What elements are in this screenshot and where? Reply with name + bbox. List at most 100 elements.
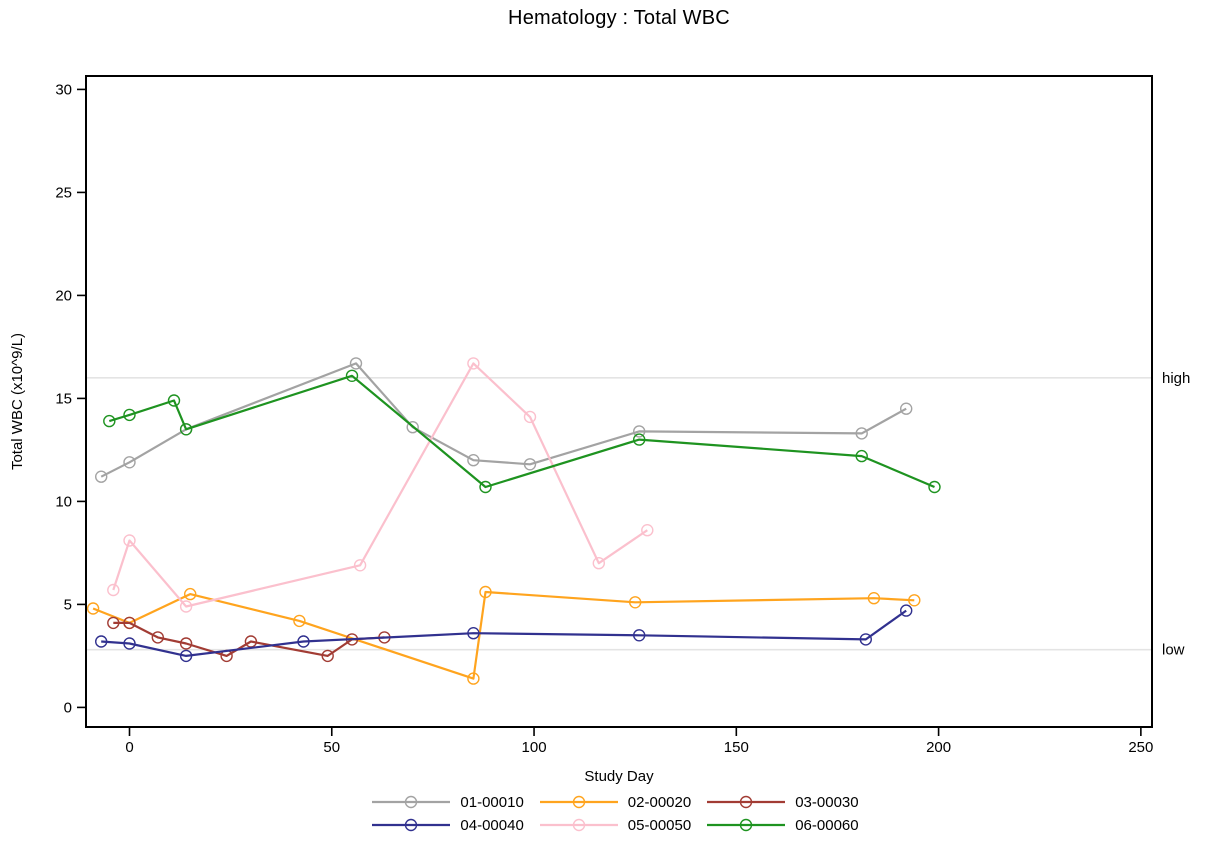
legend-swatch xyxy=(707,818,786,832)
reference-label-high: high xyxy=(1162,370,1190,387)
data-point-03-00030 xyxy=(107,616,120,630)
legend-marker-icon xyxy=(740,818,753,832)
data-point-06-00060 xyxy=(345,369,359,382)
y-tick-label: 25 xyxy=(55,184,72,201)
legend-item-02-00020: 02-00020 xyxy=(539,791,692,813)
series-line-05-00050 xyxy=(112,362,648,608)
legend-swatch xyxy=(539,818,618,832)
data-point-03-00030 xyxy=(151,631,165,644)
data-point-04-00040 xyxy=(467,627,480,640)
data-point-05-00050 xyxy=(353,559,367,572)
y-tick-label: 15 xyxy=(55,390,72,407)
x-tick-label: 50 xyxy=(323,739,340,756)
series-line-01-00010 xyxy=(100,362,907,478)
x-tick-label: 100 xyxy=(522,739,547,756)
legend-item-01-00010: 01-00010 xyxy=(372,791,524,813)
legend-marker-icon xyxy=(740,795,753,809)
reference-label-low: low xyxy=(1162,642,1185,659)
data-point-06-00060 xyxy=(928,480,941,494)
data-point-05-00050 xyxy=(592,557,605,570)
data-point-05-00050 xyxy=(123,534,136,547)
legend-marker-icon xyxy=(572,818,585,832)
x-tick-label: 200 xyxy=(926,739,951,756)
data-point-04-00040 xyxy=(297,635,310,648)
x-axis-title: Study Day xyxy=(584,768,654,785)
data-point-04-00040 xyxy=(900,604,913,617)
legend-swatch xyxy=(372,795,451,809)
legend-label: 06-00060 xyxy=(795,816,859,834)
data-point-01-00010 xyxy=(94,470,108,483)
data-point-05-00050 xyxy=(107,583,120,597)
x-tick-label: 150 xyxy=(724,739,749,756)
legend-label: 02-00020 xyxy=(627,793,692,811)
legend-label: 01-00010 xyxy=(460,793,524,811)
data-point-05-00050 xyxy=(641,524,654,537)
series-line-02-00020 xyxy=(92,590,915,680)
y-tick-label: 0 xyxy=(64,699,72,716)
data-point-02-00020 xyxy=(183,587,197,601)
data-point-02-00020 xyxy=(86,602,100,615)
legend-marker-icon xyxy=(405,795,418,809)
series-line-03-00030 xyxy=(113,621,385,658)
plot-frame xyxy=(85,75,1153,728)
x-tick-label: 0 xyxy=(125,739,133,756)
legend-item-03-00030: 03-00030 xyxy=(707,791,859,813)
y-tick-label: 30 xyxy=(55,81,72,98)
data-point-01-00010 xyxy=(633,425,646,438)
legend-swatch xyxy=(539,795,618,809)
data-point-03-00030 xyxy=(123,616,136,630)
y-axis-title: Total WBC (x10^9/L) xyxy=(9,333,26,470)
data-point-06-00060 xyxy=(179,423,193,436)
legend-item-06-00060: 06-00060 xyxy=(707,814,859,836)
data-point-01-00010 xyxy=(406,421,419,434)
legend-label: 04-00040 xyxy=(460,816,524,834)
data-point-05-00050 xyxy=(467,357,480,370)
data-point-01-00010 xyxy=(467,454,480,467)
data-point-02-00020 xyxy=(479,585,492,599)
y-tick-label: 10 xyxy=(55,493,72,510)
legend-item-04-00040: 04-00040 xyxy=(372,814,524,836)
data-point-06-00060 xyxy=(167,394,181,407)
legend-marker-icon xyxy=(572,795,585,809)
chart-title: Hematology : Total WBC xyxy=(508,7,730,29)
data-point-03-00030 xyxy=(179,637,193,650)
legend-marker-icon xyxy=(405,818,418,832)
legend-swatch xyxy=(372,818,451,832)
data-point-02-00020 xyxy=(867,592,881,605)
data-point-02-00020 xyxy=(467,672,480,685)
data-point-02-00020 xyxy=(908,594,921,607)
data-point-02-00020 xyxy=(629,596,642,609)
data-point-04-00040 xyxy=(633,629,646,642)
data-point-04-00040 xyxy=(859,633,872,646)
data-point-01-00010 xyxy=(123,456,136,469)
series-line-06-00060 xyxy=(108,374,935,489)
series-line-04-00040 xyxy=(101,609,907,658)
data-point-05-00050 xyxy=(523,410,537,424)
legend-item-05-00050: 05-00050 xyxy=(539,814,692,836)
data-point-06-00060 xyxy=(103,414,116,428)
legend: 01-00010 02-00020 03-00030 04-00040 05-00050… xyxy=(0,791,1231,836)
data-point-04-00040 xyxy=(179,649,193,663)
data-point-06-00060 xyxy=(855,449,868,463)
data-point-02-00020 xyxy=(293,614,306,628)
data-point-06-00060 xyxy=(633,433,646,446)
data-point-01-00010 xyxy=(523,458,537,471)
y-tick-label: 5 xyxy=(64,596,72,613)
legend-label: 05-00050 xyxy=(627,816,692,834)
legend-label: 03-00030 xyxy=(795,793,859,811)
legend-swatch xyxy=(707,795,786,809)
data-point-05-00050 xyxy=(179,600,193,613)
data-point-03-00030 xyxy=(321,649,334,663)
legend-grid: 01-00010 02-00020 03-00030 04-00040 05-00050… xyxy=(372,791,859,836)
data-point-01-00010 xyxy=(855,427,868,440)
data-point-04-00040 xyxy=(123,637,136,650)
x-tick-label: 250 xyxy=(1128,739,1153,756)
data-point-06-00060 xyxy=(123,408,136,422)
y-tick-label: 20 xyxy=(55,287,72,304)
data-point-01-00010 xyxy=(900,402,913,415)
data-point-06-00060 xyxy=(479,480,492,494)
data-point-04-00040 xyxy=(94,635,108,648)
data-point-01-00010 xyxy=(349,357,363,370)
